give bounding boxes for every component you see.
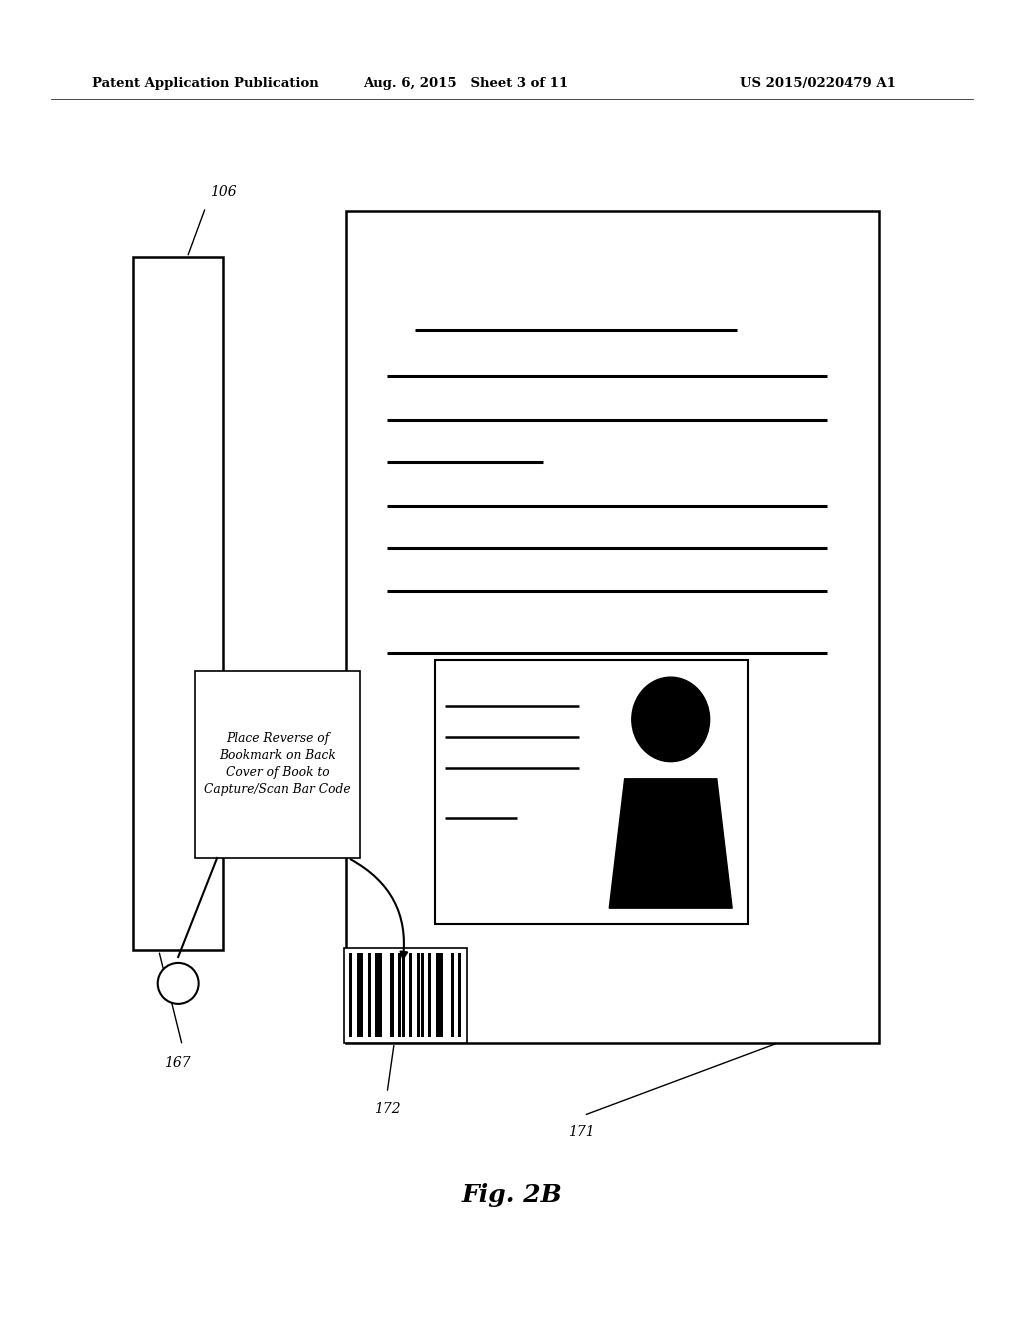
Bar [346, 211, 879, 1043]
Circle shape [158, 962, 199, 1005]
Bar [435, 660, 748, 924]
Bar [349, 953, 352, 1038]
Bar [421, 953, 424, 1038]
Bar [451, 953, 454, 1038]
Polygon shape [609, 779, 732, 908]
Bar [376, 953, 379, 1038]
Text: Fig. 2B: Fig. 2B [462, 1183, 562, 1206]
FancyArrowPatch shape [350, 859, 408, 958]
Bar [360, 953, 364, 1038]
Bar [459, 953, 462, 1038]
Bar [435, 953, 439, 1038]
Text: Patent Application Publication: Patent Application Publication [92, 77, 318, 90]
Ellipse shape [632, 677, 710, 762]
Bar [398, 953, 401, 1038]
Text: 167: 167 [164, 1056, 190, 1071]
Bar [417, 953, 420, 1038]
Bar [390, 953, 393, 1038]
Bar [439, 953, 442, 1038]
Bar [368, 953, 371, 1038]
Text: Aug. 6, 2015   Sheet 3 of 11: Aug. 6, 2015 Sheet 3 of 11 [364, 77, 568, 90]
Bar [410, 953, 413, 1038]
Bar [356, 953, 359, 1038]
Bar [401, 953, 404, 1038]
Text: 106: 106 [210, 185, 237, 199]
Bar [428, 953, 431, 1038]
Text: Place Reverse of
Bookmark on Back
Cover of Book to
Capture/Scan Bar Code: Place Reverse of Bookmark on Back Cover … [204, 733, 351, 796]
Text: 172: 172 [374, 1102, 400, 1117]
Text: 171: 171 [568, 1125, 595, 1139]
Bar [379, 953, 382, 1038]
Bar [195, 671, 360, 858]
Bar [133, 257, 223, 950]
Bar [344, 948, 467, 1043]
Text: US 2015/0220479 A1: US 2015/0220479 A1 [740, 77, 896, 90]
